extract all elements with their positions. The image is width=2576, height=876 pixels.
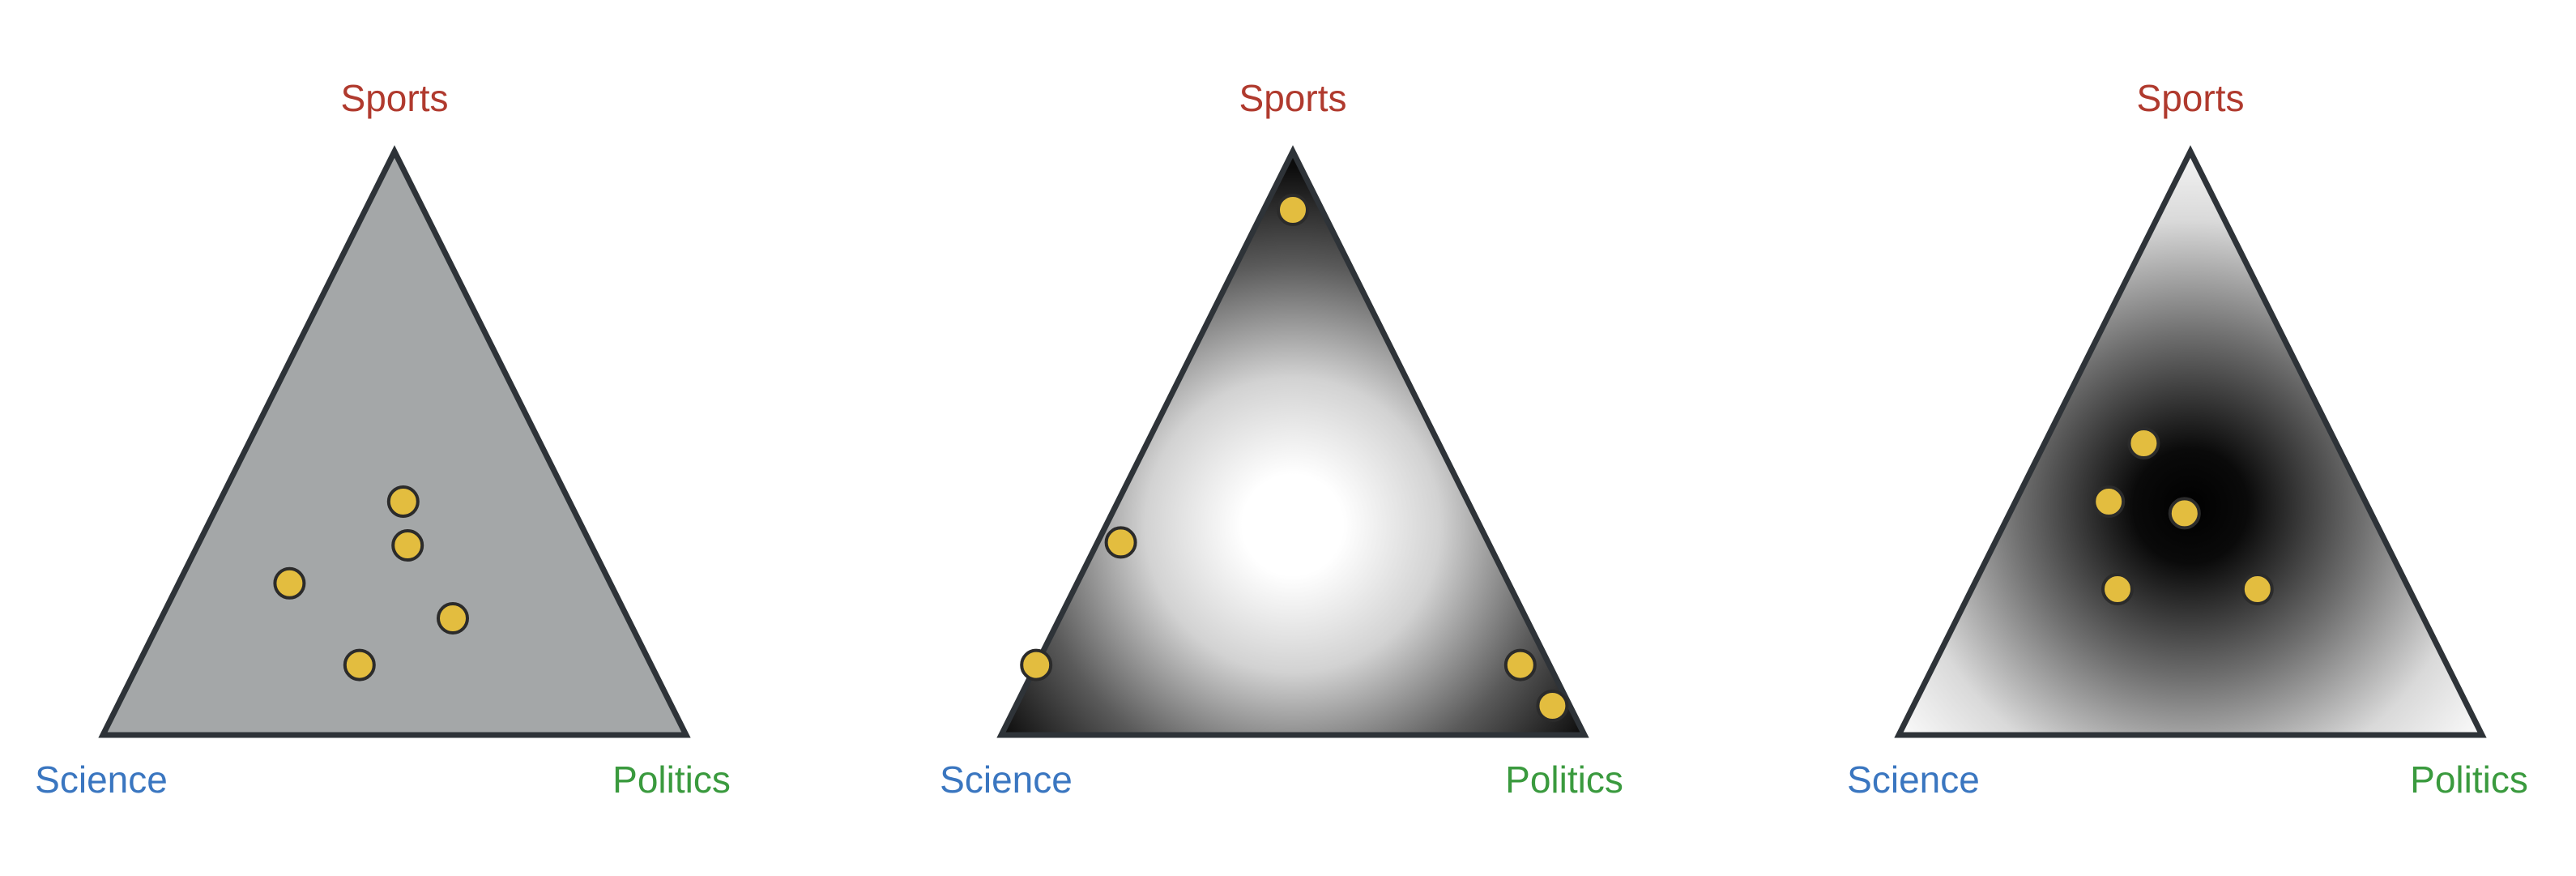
simplex-corners [996, 145, 1589, 738]
simplex-panel-uniform: Sports Science Politics [0, 0, 859, 876]
simplex-triangle [98, 145, 691, 738]
corner-label-science: Science [35, 758, 168, 801]
data-point [1536, 690, 1569, 722]
simplex-panel-center: Sports Science Politics [1795, 0, 2576, 876]
data-point [343, 648, 376, 682]
corner-label-politics: Politics [612, 758, 731, 801]
data-point [1277, 194, 1309, 226]
corner-label-science: Science [1847, 758, 1980, 801]
data-point [2168, 497, 2201, 530]
simplex-triangle [1894, 145, 2487, 738]
data-point [2101, 573, 2134, 605]
data-point [386, 485, 420, 518]
simplex-panel-corners: Sports Science Politics [897, 0, 1755, 876]
data-points [273, 485, 469, 682]
corner-label-politics: Politics [1505, 758, 1623, 801]
corner-label-science: Science [940, 758, 1073, 801]
data-point [1020, 648, 1053, 682]
data-point [437, 602, 469, 635]
data-point [1503, 648, 1537, 682]
data-point [2241, 573, 2274, 605]
corner-label-politics: Politics [2410, 758, 2528, 801]
data-point [2127, 427, 2160, 459]
simplex-triangle [996, 145, 1589, 738]
simplex-center [1894, 145, 2487, 738]
data-point [2092, 485, 2126, 518]
data-point [273, 566, 306, 600]
data-point [391, 529, 424, 562]
corner-label-sports: Sports [1239, 77, 1347, 119]
corner-label-sports: Sports [2136, 77, 2245, 119]
data-point [1104, 526, 1137, 559]
corner-label-sports: Sports [340, 77, 449, 119]
simplex-uniform [98, 145, 691, 738]
data-points [2092, 427, 2274, 605]
data-points [1020, 194, 1569, 722]
